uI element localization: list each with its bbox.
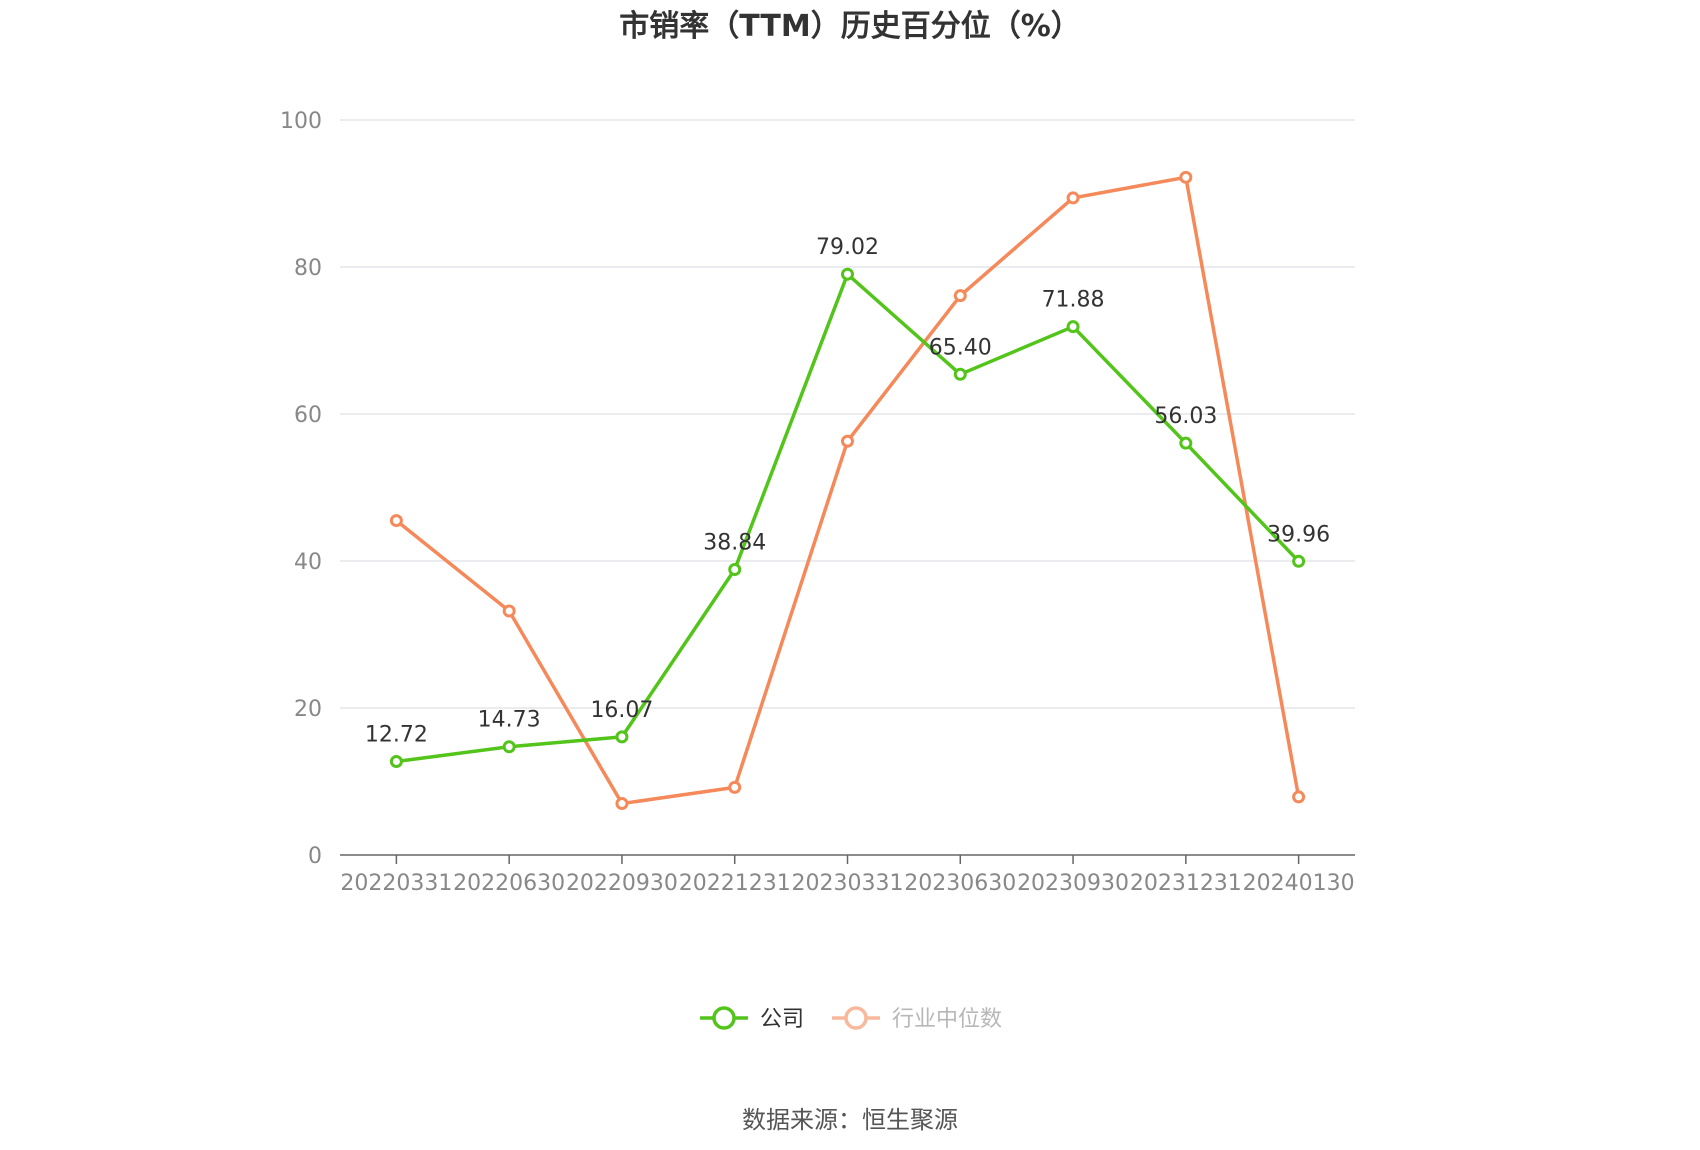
- y-tick-label: 60: [294, 403, 322, 428]
- series-layer: [389, 170, 1306, 811]
- y-tick-label: 40: [294, 550, 322, 575]
- legend-label: 公司: [760, 1007, 804, 1032]
- data-point: [502, 740, 516, 754]
- data-label: 14.73: [478, 708, 541, 733]
- y-tick-label: 100: [280, 109, 322, 134]
- data-point: [389, 514, 403, 528]
- x-tick-label: 20221231: [679, 871, 791, 896]
- data-point: [841, 434, 854, 448]
- data-point: [728, 780, 742, 794]
- data-point: [615, 797, 629, 811]
- data-point: [615, 730, 629, 744]
- data-point: [1292, 554, 1306, 568]
- x-tick-label: 20230930: [1017, 871, 1129, 896]
- data-point: [953, 289, 967, 303]
- legend-label: 行业中位数: [892, 1007, 1002, 1032]
- data-label: 16.07: [590, 698, 653, 723]
- data-label: 71.88: [1042, 288, 1105, 313]
- data-label: 12.72: [365, 723, 428, 748]
- data-point: [1066, 320, 1080, 334]
- x-tick-label: 20231231: [1130, 871, 1242, 896]
- x-tick-label: 20230630: [904, 871, 1016, 896]
- y-tick-label: 0: [308, 844, 322, 869]
- legend-item-1[interactable]: 行业中位数: [832, 1006, 1002, 1032]
- legend-marker: [712, 1006, 736, 1030]
- x-tick-label: 20220331: [340, 871, 452, 896]
- x-tick-label: 20220630: [453, 871, 565, 896]
- x-axis: 20220331 20220630 20220930 20221231 20230331…: [340, 854, 1355, 896]
- y-tick-label: 80: [294, 256, 322, 281]
- data-point: [1292, 790, 1306, 804]
- x-tick-label: 20230331: [792, 871, 904, 896]
- y-axis: 0 20 40 60 80 100: [280, 109, 322, 869]
- data-point: [389, 755, 403, 769]
- data-point: [841, 267, 854, 281]
- data-label: 38.84: [703, 531, 766, 556]
- data-label: 39.96: [1267, 522, 1330, 547]
- x-tick-label: 20220930: [566, 871, 678, 896]
- data-label: 79.02: [816, 235, 879, 260]
- series-line-0: [396, 272, 1300, 764]
- data-point: [502, 604, 516, 618]
- data-labels: 12.72 14.73 16.07 38.84 79.02 65.40 71.88 56.03…: [365, 235, 1330, 747]
- data-point: [1179, 170, 1193, 184]
- y-tick-label: 20: [294, 697, 322, 722]
- data-point: [1066, 191, 1080, 205]
- data-source: 数据来源：恒生聚源: [742, 1106, 958, 1134]
- data-point: [728, 563, 742, 577]
- legend-marker: [844, 1006, 868, 1030]
- legend: 公司 行业中位数: [700, 1006, 1002, 1032]
- chart-title: 市销率（TTM）历史百分位（%）: [619, 9, 1081, 44]
- x-tick-label: 20240130: [1243, 871, 1355, 896]
- data-point: [953, 367, 967, 381]
- data-label: 65.40: [929, 335, 992, 360]
- data-point: [1179, 436, 1193, 450]
- grid: [340, 119, 1355, 709]
- data-label: 56.03: [1154, 404, 1217, 429]
- legend-item-0[interactable]: 公司: [700, 1006, 804, 1032]
